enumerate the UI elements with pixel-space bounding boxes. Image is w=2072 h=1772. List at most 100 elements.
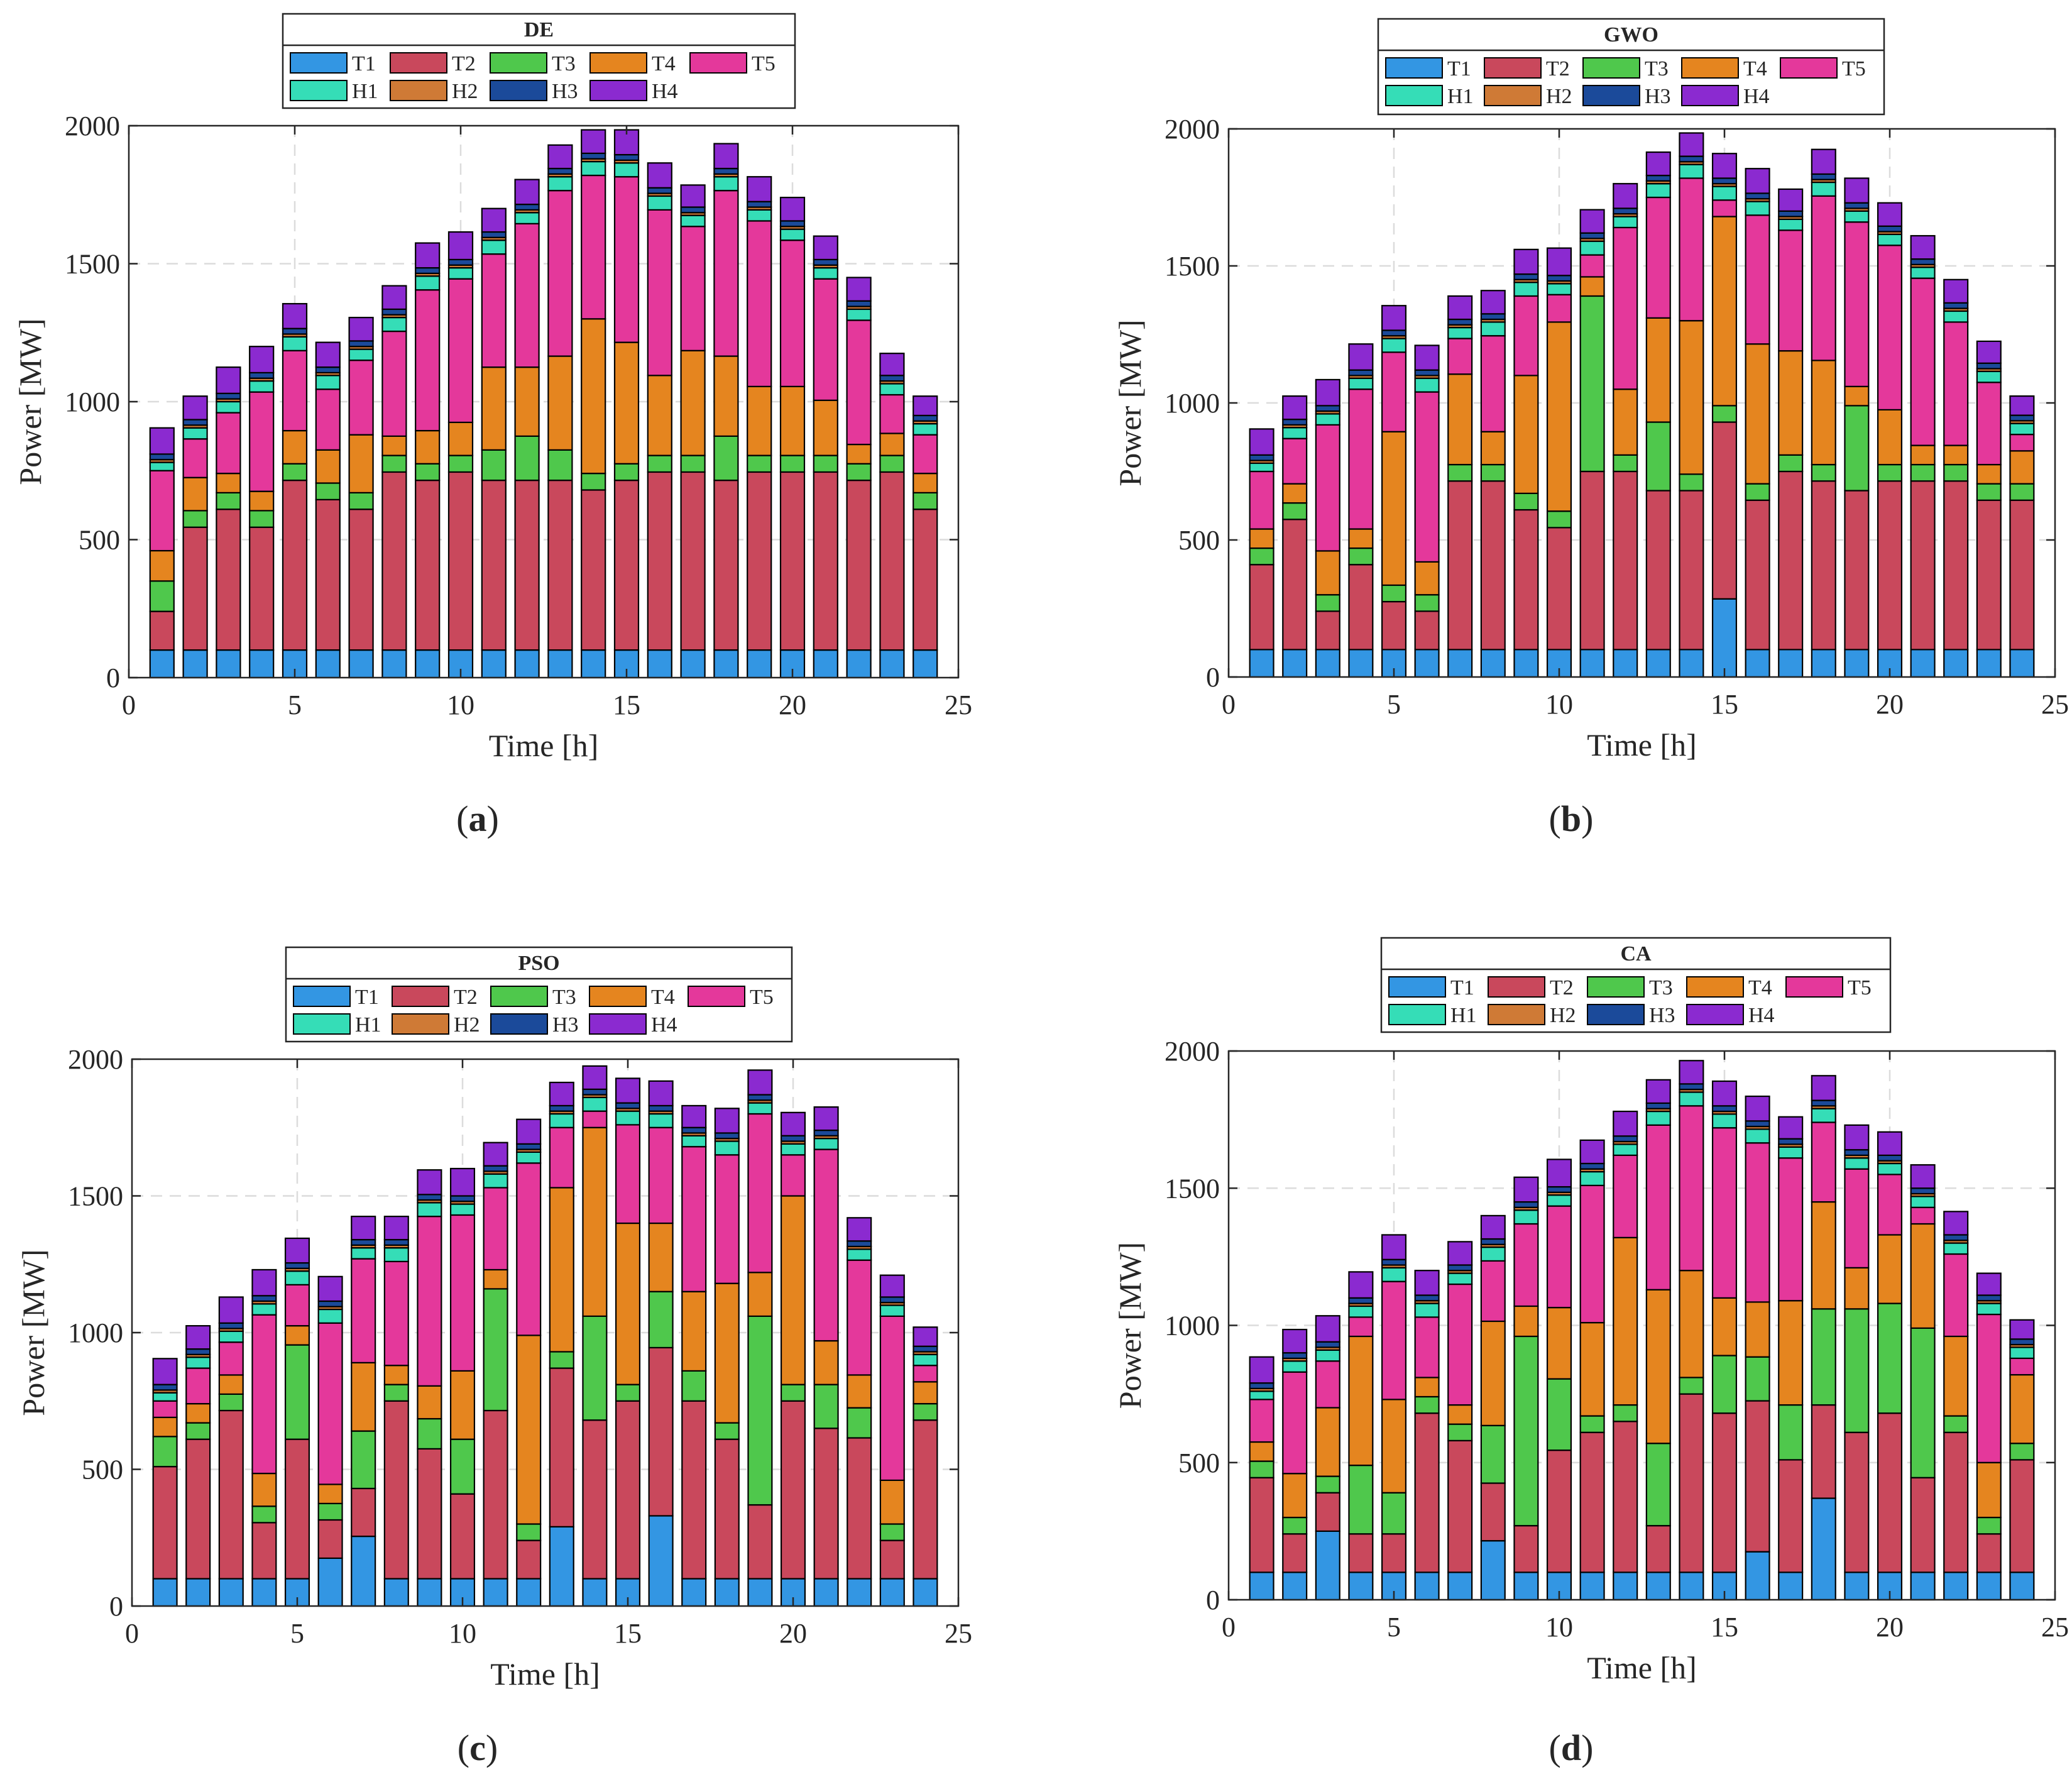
bar-segment-t1 bbox=[879, 649, 905, 679]
bar-segment-h1 bbox=[1480, 1246, 1506, 1262]
bar-segment-t2 bbox=[317, 1519, 343, 1559]
bar-segment-h4 bbox=[846, 277, 872, 302]
x-tick-label: 10 bbox=[1545, 1612, 1573, 1643]
bar-stack-hour-7 bbox=[351, 1216, 376, 1607]
legend-swatch bbox=[1587, 976, 1645, 998]
bar-segment-t3 bbox=[1645, 1443, 1671, 1527]
bar-segment-h3 bbox=[1645, 1102, 1671, 1109]
bar-segment-h1 bbox=[182, 427, 208, 440]
bar-stack-hour-7 bbox=[348, 317, 374, 679]
bar-stack-hour-23 bbox=[1976, 1272, 2002, 1601]
bar-segment-h1 bbox=[613, 162, 640, 178]
legend-swatch bbox=[290, 80, 348, 101]
legend-item-t2: T2 bbox=[1488, 976, 1574, 999]
legend-item-t2: T2 bbox=[390, 52, 476, 75]
bar-segment-h4 bbox=[1910, 1164, 1936, 1189]
bar-segment-t4 bbox=[383, 1365, 409, 1385]
bar-segment-t2 bbox=[1811, 480, 1836, 651]
legend-swatch bbox=[1780, 57, 1838, 79]
legend-label: T1 bbox=[1447, 57, 1471, 80]
bar-segment-t3 bbox=[348, 492, 374, 510]
bar-stack-hour-17 bbox=[1778, 188, 1804, 678]
bar-segment-t4 bbox=[582, 1126, 608, 1317]
bar-segment-h4 bbox=[1447, 1241, 1473, 1266]
y-tick-label: 2000 bbox=[1165, 114, 1220, 145]
bar-segment-h4 bbox=[1348, 1271, 1374, 1299]
bar-segment-h1 bbox=[1613, 216, 1638, 229]
bar-segment-t3 bbox=[1976, 1516, 2002, 1535]
bar-segment-h4 bbox=[813, 1106, 839, 1131]
bar-segment-t5 bbox=[1249, 1399, 1274, 1443]
bar-stacks bbox=[152, 1065, 938, 1607]
bar-segment-t5 bbox=[1546, 294, 1572, 323]
bar-segment-t3 bbox=[847, 1407, 872, 1439]
x-axis-label: Time [h] bbox=[1587, 1650, 1697, 1685]
bar-segment-h4 bbox=[1315, 378, 1340, 407]
legend-label: T3 bbox=[552, 52, 576, 75]
bar-stack-hour-13 bbox=[549, 1081, 574, 1607]
bar-segment-t5 bbox=[2009, 1357, 2035, 1376]
bar-segment-h4 bbox=[1414, 1270, 1440, 1296]
bar-segment-t4 bbox=[1778, 1300, 1804, 1406]
bar-segment-h3 bbox=[447, 258, 474, 266]
bar-segment-h4 bbox=[182, 395, 208, 421]
x-tick-label: 0 bbox=[1222, 689, 1236, 720]
x-tick-label: 20 bbox=[1876, 689, 1904, 720]
legend-swatch bbox=[390, 52, 447, 74]
bar-segment-h3 bbox=[1877, 225, 1903, 233]
bar-segment-t2 bbox=[1513, 1525, 1539, 1573]
bar-stack-hour-1 bbox=[1249, 428, 1274, 678]
bar-segment-h3 bbox=[1976, 362, 2002, 370]
bar-segment-t4 bbox=[149, 549, 175, 582]
y-tick-label: 1500 bbox=[68, 1181, 123, 1212]
bar-segment-t1 bbox=[1679, 1571, 1704, 1601]
bar-segment-h4 bbox=[1348, 343, 1374, 371]
bar-segment-h4 bbox=[582, 1065, 608, 1090]
bar-segment-h4 bbox=[813, 235, 838, 261]
legend-swatch bbox=[1587, 1004, 1645, 1025]
bar-segment-t1 bbox=[1844, 649, 1870, 678]
bar-segment-t2 bbox=[779, 471, 806, 651]
bar-segment-t3 bbox=[1282, 1516, 1308, 1535]
legend-label: T3 bbox=[1649, 976, 1673, 999]
bar-stack-hour-9 bbox=[417, 1169, 442, 1607]
bar-stack-hour-24 bbox=[913, 1326, 938, 1607]
bar-segment-t5 bbox=[779, 239, 806, 387]
bar-segment-t2 bbox=[1877, 480, 1903, 651]
bar-stack-hour-6 bbox=[315, 341, 341, 679]
bar-segment-t1 bbox=[182, 649, 208, 679]
bar-segment-h4 bbox=[747, 176, 772, 202]
bar-segment-t1 bbox=[315, 649, 341, 679]
bar-segment-h3 bbox=[582, 1088, 608, 1096]
bar-segment-t3 bbox=[1711, 405, 1738, 423]
bar-segment-t1 bbox=[152, 1578, 178, 1607]
bar-segment-t2 bbox=[1546, 527, 1572, 651]
bar-segment-t5 bbox=[1546, 1205, 1572, 1309]
panel-caption: (d) bbox=[1549, 1727, 1594, 1768]
bar-segment-t5 bbox=[317, 1322, 343, 1485]
bar-stack-hour-16 bbox=[1745, 168, 1770, 678]
bar-segment-t1 bbox=[415, 649, 441, 679]
legend-swatch bbox=[1484, 85, 1542, 106]
legend-swatch bbox=[490, 80, 547, 101]
x-tick-label: 5 bbox=[1387, 1612, 1401, 1643]
bar-segment-t1 bbox=[1348, 649, 1374, 678]
bar-segment-t2 bbox=[449, 1493, 476, 1580]
bar-segment-h4 bbox=[1877, 1131, 1903, 1156]
caption-letter: d bbox=[1561, 1727, 1581, 1768]
legend-label: T5 bbox=[1848, 976, 1872, 999]
bar-segment-t3 bbox=[1679, 1377, 1704, 1395]
legend-item-h2: H2 bbox=[392, 1013, 480, 1037]
bar-segment-t2 bbox=[1910, 1477, 1936, 1573]
bar-segment-t1 bbox=[249, 649, 275, 679]
bar-segment-h4 bbox=[1778, 1116, 1804, 1140]
bar-segment-h4 bbox=[415, 242, 441, 269]
bar-segment-h4 bbox=[1613, 183, 1638, 209]
bar-segment-h1 bbox=[1976, 370, 2002, 383]
bar-segment-h4 bbox=[1282, 1328, 1308, 1354]
bar-segment-h4 bbox=[1943, 1211, 1969, 1236]
legend-label: H3 bbox=[552, 1013, 579, 1037]
legend-swatch bbox=[392, 1013, 449, 1035]
bar-segment-h3 bbox=[747, 201, 772, 208]
bar-segment-t4 bbox=[483, 1268, 508, 1290]
